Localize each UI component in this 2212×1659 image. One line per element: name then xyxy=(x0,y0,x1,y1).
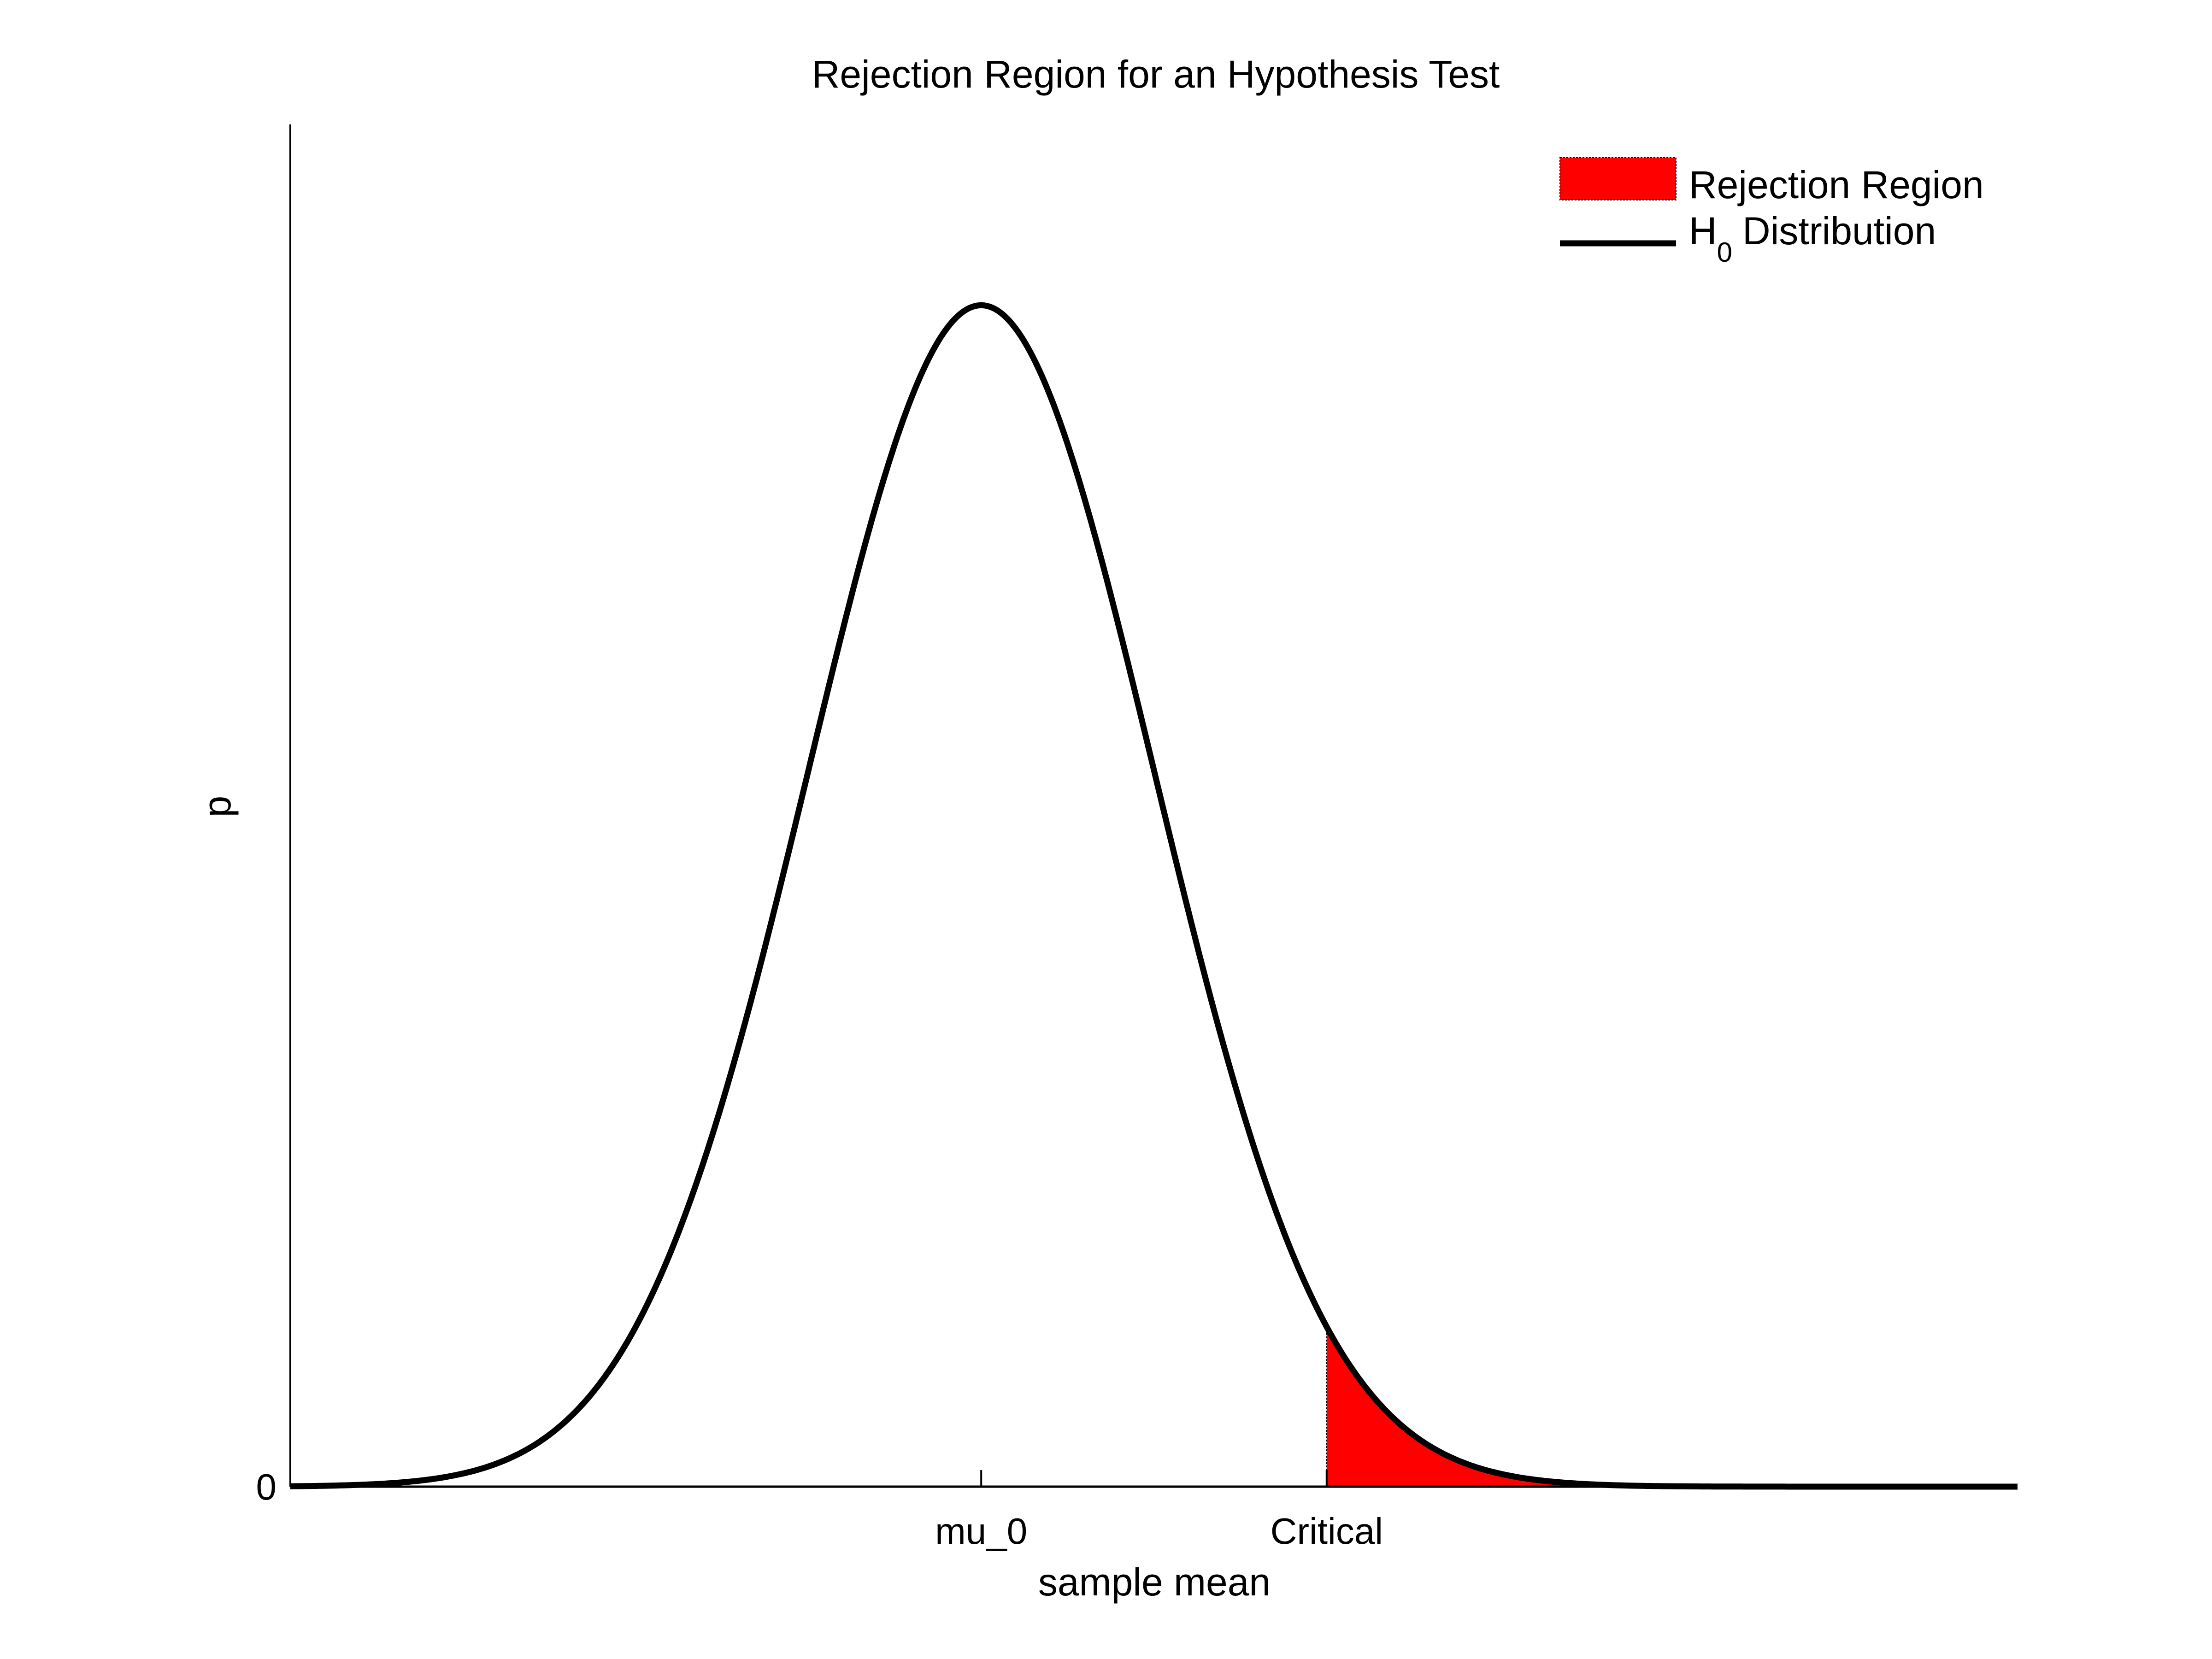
y-axis-label: p xyxy=(195,796,239,818)
legend-h0-letter: H xyxy=(1689,209,1717,253)
y-tick-label: 0 xyxy=(256,1466,277,1507)
y-ticks: 0 xyxy=(256,1466,277,1507)
x-axis-label: sample mean xyxy=(1038,1560,1271,1604)
chart-title: Rejection Region for an Hypothesis Test xyxy=(812,53,1500,96)
legend-label-h0-distribution: H0 Distribution xyxy=(1689,209,1936,268)
x-ticks: mu_0 Critical xyxy=(935,1470,1383,1552)
legend-swatch-rejection-region xyxy=(1559,157,1677,200)
legend-label-rejection-region: Rejection Region xyxy=(1689,163,1984,206)
legend-h0-suffix: Distribution xyxy=(1742,209,1936,253)
legend-h0-subscript: 0 xyxy=(1717,237,1732,268)
x-tick-label: Critical xyxy=(1271,1511,1383,1552)
legend: Rejection Region H0 Distribution xyxy=(1559,157,1984,268)
x-tick-label: mu_0 xyxy=(935,1511,1027,1552)
